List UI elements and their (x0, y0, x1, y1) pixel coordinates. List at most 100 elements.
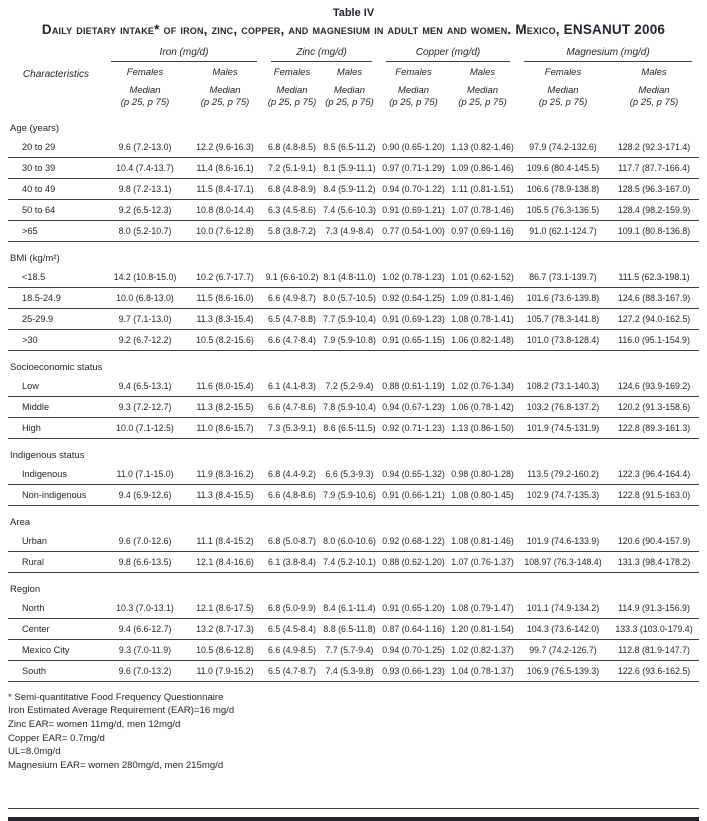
value-cell: 124.6 (88.3-167.9) (609, 287, 700, 309)
value-cell: 86.7 (73.1-139.7) (517, 266, 609, 288)
row-label: Rural (8, 551, 104, 573)
value-cell: 7.7 (5.7-9.4) (320, 639, 379, 661)
value-cell: 128.5 (96.3-167.0) (609, 178, 700, 200)
percentile-label: (p 25, p 75) (325, 97, 374, 109)
value-cell: 133.3 (103.0-179.4) (609, 618, 700, 640)
stat-header: Median (p 25, p 75) (517, 78, 609, 112)
value-cell: 0.92 (0.64-1.25) (379, 287, 448, 309)
value-cell: 0.91 (0.69-1.21) (379, 199, 448, 221)
value-cell: 101.1 (74.9-134.2) (517, 597, 609, 619)
value-cell: 104.3 (73.6-142.0) (517, 618, 609, 640)
value-cell: 1.02 (0.78-1.23) (379, 266, 448, 288)
percentile-label: (p 25, p 75) (120, 97, 170, 109)
value-cell: 113.5 (79.2-160.2) (517, 463, 609, 485)
percentile-label: (p 25, p 75) (389, 97, 438, 109)
value-cell: 9.6 (7.0-12.6) (104, 530, 186, 552)
value-cell: 1.06 (0.82-1.48) (448, 329, 517, 351)
row-label: Center (8, 618, 104, 640)
row-label: 40 to 49 (8, 178, 104, 200)
value-cell: 8.4 (5.9-11.2) (320, 178, 379, 200)
value-cell: 9.8 (7.2-13.1) (104, 178, 186, 200)
value-cell: 5.8 (3.8-7.2) (264, 220, 320, 242)
value-cell: 6.8 (5.0-8.7) (264, 530, 320, 552)
row-label: <18.5 (8, 266, 104, 288)
value-cell: 11.9 (8.3-16.2) (186, 463, 264, 485)
value-cell: 6.6 (5.3-9.3) (320, 463, 379, 485)
table-row: Non-indigenous 9.4 (6.9-12.6) 11.3 (8.4-15… (8, 484, 700, 506)
value-cell: 7.8 (5.9-10.4) (320, 396, 379, 418)
value-cell: 6.6 (4.7-8.6) (264, 396, 320, 418)
value-cell: 108.2 (73.1-140.3) (517, 375, 609, 397)
row-label: 30 to 39 (8, 157, 104, 179)
value-cell: 8.0 (5.7-10.5) (320, 287, 379, 309)
value-cell: 106.6 (78.9-138.8) (517, 178, 609, 200)
value-cell: 101.6 (73.6-139.8) (517, 287, 609, 309)
value-cell: 0.98 (0.80-1.28) (448, 463, 517, 485)
sex-header-females: Females (126, 67, 164, 78)
table-row: 40 to 49 9.8 (7.2-13.1) 11.5 (8.4-17.1) 6.8… (8, 178, 700, 200)
median-label: Median (276, 85, 308, 96)
value-cell: 0.91 (0.65-1.15) (379, 329, 448, 351)
value-cell: 7.4 (5.2-10.1) (320, 551, 379, 573)
value-cell: 0.91 (0.69-1.23) (379, 308, 448, 330)
section-header-row: Area (8, 505, 699, 531)
value-cell: 105.7 (78.3-141.8) (517, 308, 609, 330)
value-cell: 0.94 (0.70-1.22) (379, 178, 448, 200)
row-label: Urban (8, 530, 104, 552)
row-label: North (8, 597, 104, 619)
section-label: Region (10, 583, 41, 595)
value-cell: 101.9 (74.6-133.9) (517, 530, 609, 552)
median-label: Median (547, 85, 579, 96)
value-cell: 106.9 (76.5-139.3) (517, 660, 609, 682)
group-label: Zinc (mg/d) (271, 47, 372, 62)
value-cell: 124.6 (93.9-169.2) (609, 375, 700, 397)
footnote-line: Iron Estimated Average Requirement (EAR)… (8, 705, 235, 717)
characteristics-header: Characteristics (22, 68, 90, 80)
value-cell: 117.7 (87.7-166.4) (609, 157, 700, 179)
value-cell: 8.6 (6.5-11.5) (320, 417, 379, 439)
value-cell: 10.0 (7.1-12.5) (104, 417, 186, 439)
value-cell: 99.7 (74.2-126.7) (517, 639, 609, 661)
section-label: Indigenous status (10, 449, 85, 461)
footnote-line: * Semi-quantitative Food Frequency Quest… (8, 691, 224, 703)
value-cell: 7.3 (5.3-9.1) (264, 417, 320, 439)
value-cell: 8.1 (4.8-11.0) (320, 266, 379, 288)
row-label: South (8, 660, 104, 682)
table-row: 25-29.9 9.7 (7.1-13.0) 11.3 (8.3-15.4) 6.5 … (8, 308, 700, 330)
value-cell: 8.0 (5.2-10.7) (104, 220, 186, 242)
value-cell: 0.90 (0.65-1.20) (379, 136, 448, 158)
table-row: 18.5-24.9 10.0 (6.8-13.0) 11.5 (8.6-16.0) 6… (8, 287, 700, 309)
value-cell: 131.3 (98.4-178.2) (609, 551, 700, 573)
footnote-line: UL=8.0mg/d (8, 746, 61, 758)
value-cell: 1.01 (0.62-1.52) (448, 266, 517, 288)
table-row: North 10.3 (7.0-13.1) 12.1 (8.6-17.5) 6.8 (… (8, 597, 700, 619)
value-cell: 122.8 (91.5-163.0) (609, 484, 700, 506)
value-cell: 7.7 (5.9-10.4) (320, 308, 379, 330)
value-cell: 122.8 (89.3-161.3) (609, 417, 700, 439)
value-cell: 120.2 (91.3-158.6) (609, 396, 700, 418)
value-cell: 112.8 (81.9-147.7) (609, 639, 700, 661)
value-cell: 8.5 (6.5-11.2) (320, 136, 379, 158)
stat-header: Median (p 25, p 75) (104, 78, 186, 112)
percentile-label: (p 25, p 75) (200, 97, 250, 109)
value-cell: 128.2 (92.3-171.4) (609, 136, 700, 158)
stat-header: Median (p 25, p 75) (320, 78, 379, 112)
value-cell: 101.9 (74.5-131.9) (517, 417, 609, 439)
value-cell: 0.91 (0.65-1.20) (379, 597, 448, 619)
value-cell: 10.8 (8.0-14.4) (186, 199, 264, 221)
percentile-label: (p 25, p 75) (458, 97, 507, 109)
value-cell: 6.3 (4.5-8.6) (264, 199, 320, 221)
value-cell: 97.9 (74.2-132.6) (517, 136, 609, 158)
value-cell: 6.1 (4.1-8.3) (264, 375, 320, 397)
value-cell: 1.02 (0.76-1.34) (448, 375, 517, 397)
table-row: Urban 9.6 (7.0-12.6) 11.1 (8.4-15.2) 6.8 (5… (8, 530, 700, 552)
value-cell: 0.88 (0.62-1.20) (379, 551, 448, 573)
row-label: Indigenous (8, 463, 104, 485)
value-cell: 6.6 (4.8-8.6) (264, 484, 320, 506)
median-label: Median (333, 85, 366, 96)
row-label: Non-indigenous (8, 484, 104, 506)
value-cell: 9.7 (7.1-13.0) (104, 308, 186, 330)
table-number: Table IV (332, 7, 375, 19)
table-row: Indigenous 11.0 (7.1-15.0) 11.9 (8.3-16.2)… (8, 463, 700, 485)
value-cell: 6.8 (4.4-9.2) (264, 463, 320, 485)
